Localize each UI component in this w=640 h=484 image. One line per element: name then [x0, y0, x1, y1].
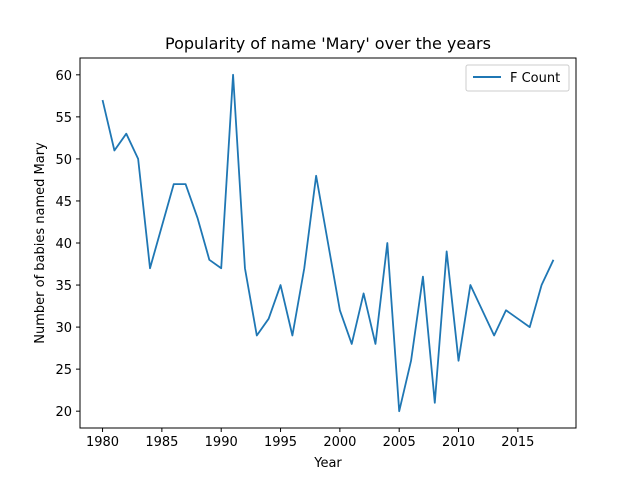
x-axis: 1980 1985 1990 1995 2000 2005 2010 2015	[86, 428, 534, 450]
y-tick-label: 20	[55, 405, 72, 420]
y-tick-label: 60	[55, 69, 72, 84]
x-tick-label: 1995	[264, 435, 297, 450]
legend-box	[465, 64, 570, 92]
legend: F Count	[465, 64, 570, 92]
x-tick-label: 2015	[501, 435, 534, 450]
y-axis: 20 25 30 35 40 45 50 55 60	[55, 69, 80, 420]
x-tick-label: 1990	[205, 435, 238, 450]
chart-title: Popularity of name 'Mary' over the years	[165, 34, 491, 53]
y-tick-label: 35	[55, 279, 72, 294]
y-tick-label: 25	[55, 363, 72, 378]
y-axis-label: Number of babies named Mary	[33, 142, 48, 344]
plot-lines	[101, 73, 555, 413]
y-tick-label: 45	[55, 195, 72, 210]
series-line	[101, 73, 555, 413]
y-tick-label: 55	[55, 111, 72, 126]
legend-label: F Count	[510, 71, 560, 86]
x-tick-label: 1985	[145, 435, 178, 450]
x-tick-label: 2000	[323, 435, 356, 450]
y-tick-label: 40	[55, 237, 72, 252]
x-tick-label: 2005	[383, 435, 416, 450]
x-tick-label: 2010	[442, 435, 475, 450]
plot-frame	[79, 57, 577, 429]
x-axis-label: Year	[313, 456, 342, 471]
x-tick-label: 1980	[86, 435, 119, 450]
y-tick-label: 50	[55, 153, 72, 168]
y-tick-label: 30	[55, 321, 72, 336]
